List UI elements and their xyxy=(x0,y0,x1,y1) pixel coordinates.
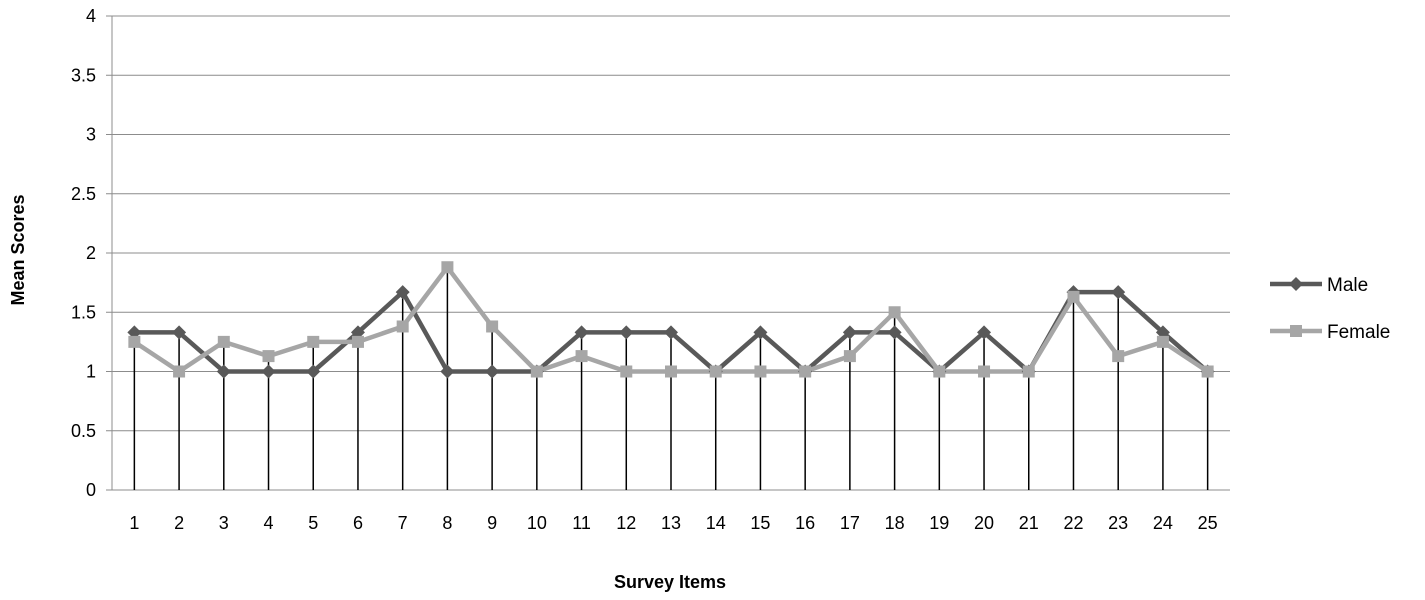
data-point-female xyxy=(128,335,141,348)
y-tick-label: 0.5 xyxy=(71,421,96,441)
x-tick-label: 8 xyxy=(442,513,452,533)
data-point-male xyxy=(440,364,455,379)
legend-marker-male xyxy=(1289,277,1303,291)
x-tick-label: 18 xyxy=(885,513,905,533)
data-point-female xyxy=(262,350,275,363)
data-point-female xyxy=(1067,290,1080,303)
y-tick-label: 1.5 xyxy=(71,302,96,322)
y-tick-label: 3.5 xyxy=(71,65,96,85)
x-tick-label: 22 xyxy=(1063,513,1083,533)
data-point-male xyxy=(619,325,634,340)
y-axis-tick-labels: 0 0.5 1 1.5 2 2.5 3 3.5 4 xyxy=(71,6,96,500)
data-point-male xyxy=(664,325,678,340)
x-tick-label: 2 xyxy=(174,513,184,533)
data-point-female xyxy=(1156,335,1169,348)
x-tick-label: 20 xyxy=(974,513,994,533)
drop-lines xyxy=(133,267,1209,490)
y-tick-label: 0 xyxy=(86,480,96,500)
data-point-female xyxy=(1112,350,1125,363)
y-tick-label: 4 xyxy=(86,6,96,26)
gridlines xyxy=(106,15,1230,491)
x-tick-label: 17 xyxy=(840,513,860,533)
data-point-male xyxy=(753,325,768,340)
y-tick-label: 1 xyxy=(86,362,96,382)
y-tick-label: 3 xyxy=(86,125,96,145)
x-tick-label: 11 xyxy=(572,513,591,533)
data-point-female xyxy=(933,365,946,378)
data-point-female xyxy=(1201,365,1214,378)
y-axis-title: Mean Scores xyxy=(8,194,28,305)
x-tick-label: 19 xyxy=(929,513,949,533)
data-point-female xyxy=(575,350,588,363)
x-tick-label: 16 xyxy=(795,513,815,533)
data-point-male xyxy=(306,364,321,379)
data-point-female xyxy=(754,365,767,378)
data-point-male xyxy=(574,325,589,340)
data-point-female xyxy=(441,261,454,274)
x-tick-label: 12 xyxy=(616,513,636,533)
data-point-female xyxy=(307,335,320,348)
data-point-female xyxy=(843,350,856,363)
x-tick-label: 25 xyxy=(1198,513,1218,533)
legend: Male Female xyxy=(1270,275,1390,343)
x-tick-label: 6 xyxy=(353,513,363,533)
data-point-female xyxy=(799,365,812,378)
data-point-male xyxy=(172,325,187,340)
x-tick-label: 13 xyxy=(661,513,681,533)
data-point-female xyxy=(978,365,991,378)
data-point-female xyxy=(1022,365,1035,378)
data-point-female xyxy=(530,365,543,378)
data-point-female xyxy=(217,335,230,348)
data-point-male xyxy=(216,364,231,379)
data-point-male xyxy=(1111,285,1126,300)
x-tick-label: 1 xyxy=(129,513,139,533)
x-tick-label: 5 xyxy=(308,513,318,533)
x-axis-title: Survey Items xyxy=(614,572,726,592)
legend-label-female: Female xyxy=(1327,322,1390,343)
x-tick-label: 23 xyxy=(1108,513,1128,533)
data-point-female xyxy=(620,365,633,378)
data-point-female xyxy=(665,365,677,378)
x-tick-label: 14 xyxy=(706,513,726,533)
legend-marker-female xyxy=(1290,325,1302,337)
x-tick-label: 21 xyxy=(1019,513,1039,533)
x-tick-label: 24 xyxy=(1153,513,1173,533)
x-tick-label: 7 xyxy=(398,513,408,533)
x-axis-tick-labels: 1 2 3 4 5 6 7 8 9 10 11 12 13 14 15 16 17 18 19 20 21 22 23 24 2… xyxy=(129,513,1217,533)
data-point-male xyxy=(842,325,857,340)
data-point-male xyxy=(977,325,992,340)
x-tick-label: 3 xyxy=(219,513,229,533)
data-point-male xyxy=(395,285,410,300)
x-tick-label: 10 xyxy=(527,513,547,533)
legend-label-male: Male xyxy=(1327,275,1368,296)
data-point-female xyxy=(888,306,901,319)
data-point-female xyxy=(396,320,409,333)
data-point-male xyxy=(261,364,276,379)
x-tick-label: 15 xyxy=(750,513,770,533)
data-point-female xyxy=(486,320,499,333)
x-tick-label: 4 xyxy=(264,513,274,533)
data-point-male xyxy=(887,325,902,340)
data-point-male xyxy=(485,364,500,379)
series-layer xyxy=(127,261,1215,379)
data-point-female xyxy=(351,335,364,348)
y-tick-label: 2.5 xyxy=(71,184,96,204)
y-tick-label: 2 xyxy=(86,243,96,263)
data-point-female xyxy=(709,365,722,378)
x-tick-label: 9 xyxy=(487,513,497,533)
data-point-female xyxy=(173,365,186,378)
